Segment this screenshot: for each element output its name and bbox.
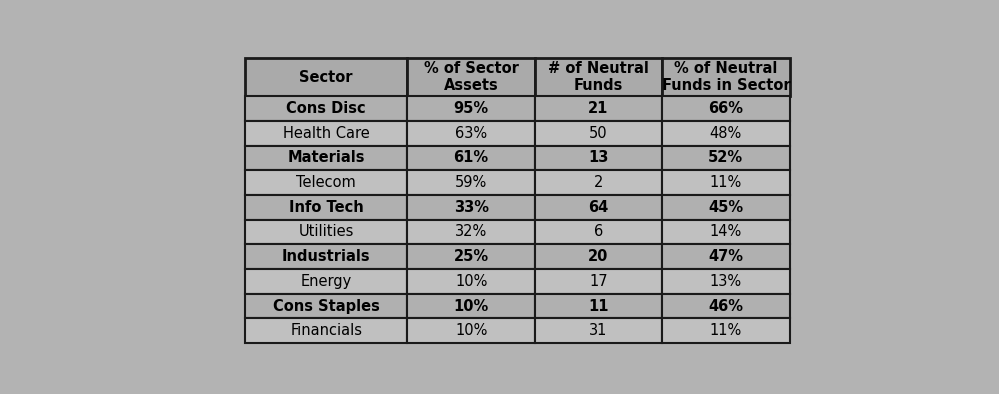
Bar [408, 145, 534, 170]
Text: 32%: 32% [455, 225, 488, 240]
Bar [408, 294, 534, 318]
Bar [534, 195, 662, 219]
Text: 11%: 11% [709, 323, 742, 338]
Text: Utilities: Utilities [299, 225, 354, 240]
Bar [662, 96, 789, 121]
Bar [408, 244, 534, 269]
Bar [245, 121, 408, 145]
Text: 21: 21 [588, 101, 608, 116]
Bar [245, 294, 408, 318]
Text: Cons Disc: Cons Disc [287, 101, 366, 116]
Text: 47%: 47% [708, 249, 743, 264]
Bar [245, 318, 408, 343]
Text: Industrials: Industrials [282, 249, 371, 264]
Text: Materials: Materials [288, 151, 365, 165]
Text: Telecom: Telecom [297, 175, 356, 190]
Bar [245, 219, 408, 244]
Text: 17: 17 [589, 274, 607, 289]
Text: 6: 6 [593, 225, 603, 240]
Bar [534, 58, 662, 96]
Text: 46%: 46% [708, 299, 743, 314]
Bar [408, 195, 534, 219]
Bar [534, 219, 662, 244]
Bar [662, 318, 789, 343]
Text: 95%: 95% [454, 101, 489, 116]
Bar [408, 219, 534, 244]
Bar [408, 318, 534, 343]
Bar [662, 58, 789, 96]
Bar [245, 269, 408, 294]
Text: 61%: 61% [454, 151, 489, 165]
Text: 10%: 10% [455, 274, 488, 289]
Text: 59%: 59% [455, 175, 488, 190]
Bar [662, 145, 789, 170]
Text: 13: 13 [588, 151, 608, 165]
Bar [662, 294, 789, 318]
Text: 50: 50 [589, 126, 607, 141]
Text: 14%: 14% [709, 225, 742, 240]
Bar [534, 294, 662, 318]
Bar [534, 96, 662, 121]
Text: 48%: 48% [709, 126, 742, 141]
Bar [662, 269, 789, 294]
Text: Info Tech: Info Tech [289, 200, 364, 215]
Text: Sector: Sector [300, 69, 353, 85]
Text: 31: 31 [589, 323, 607, 338]
Bar [408, 96, 534, 121]
Bar [245, 96, 408, 121]
Text: 10%: 10% [455, 323, 488, 338]
Bar [534, 244, 662, 269]
Bar [662, 195, 789, 219]
Bar [662, 121, 789, 145]
Bar [534, 318, 662, 343]
Text: # of Neutral
Funds: # of Neutral Funds [548, 61, 649, 93]
Text: Financials: Financials [290, 323, 363, 338]
Text: 11: 11 [588, 299, 608, 314]
Bar [245, 58, 408, 96]
Text: 11%: 11% [709, 175, 742, 190]
Bar [662, 170, 789, 195]
Text: 45%: 45% [708, 200, 743, 215]
Bar [534, 121, 662, 145]
Bar [245, 195, 408, 219]
Bar [408, 58, 534, 96]
Bar [534, 145, 662, 170]
Text: % of Sector
Assets: % of Sector Assets [424, 61, 518, 93]
Bar [534, 269, 662, 294]
Text: 33%: 33% [454, 200, 489, 215]
Text: 20: 20 [588, 249, 608, 264]
Text: 25%: 25% [454, 249, 489, 264]
Bar [662, 219, 789, 244]
Bar [245, 145, 408, 170]
Text: 10%: 10% [454, 299, 489, 314]
Text: 52%: 52% [708, 151, 743, 165]
Text: 66%: 66% [708, 101, 743, 116]
Text: Energy: Energy [301, 274, 352, 289]
Bar [245, 244, 408, 269]
Bar [662, 244, 789, 269]
Text: 13%: 13% [710, 274, 742, 289]
Bar [408, 170, 534, 195]
Bar [245, 170, 408, 195]
Text: 2: 2 [593, 175, 603, 190]
Bar [408, 269, 534, 294]
Text: % of Neutral
Funds in Sector: % of Neutral Funds in Sector [661, 61, 790, 93]
Bar [408, 121, 534, 145]
Text: 63%: 63% [456, 126, 488, 141]
Text: Cons Staples: Cons Staples [273, 299, 380, 314]
Bar [534, 170, 662, 195]
Text: 64: 64 [588, 200, 608, 215]
Text: Health Care: Health Care [283, 126, 370, 141]
